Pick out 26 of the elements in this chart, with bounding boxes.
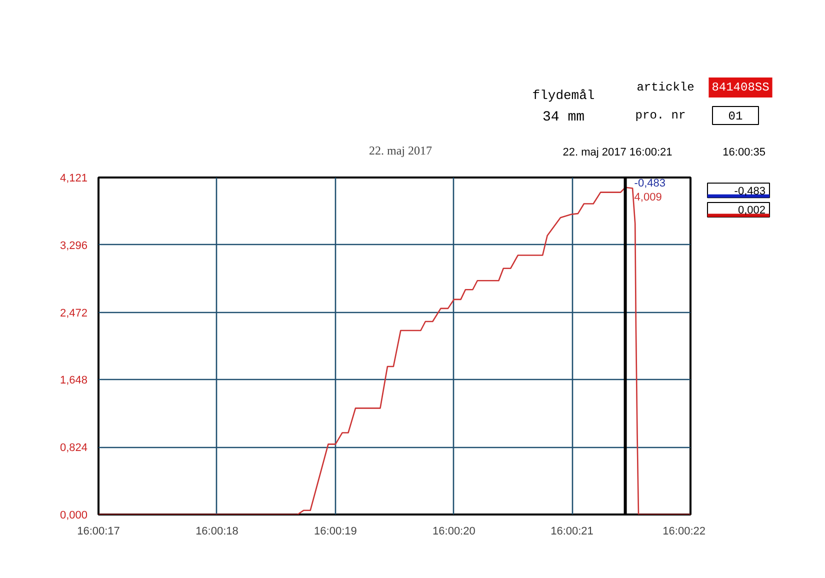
text: -0,483	[734, 185, 766, 198]
text: 34 mm	[542, 110, 585, 126]
y-tick-label: 0,824	[60, 442, 88, 454]
ref-line-label: 22. maj 2017 16:00:21	[562, 146, 672, 158]
text: artickle	[636, 80, 694, 94]
y-tick-label: 1,648	[60, 374, 88, 387]
annotation: 4,009	[634, 192, 662, 204]
text: 841408SS	[712, 80, 770, 94]
chart-title: 22. maj 2017	[369, 144, 432, 158]
text: 16:00:35	[722, 146, 766, 158]
text: 0,002	[738, 204, 766, 217]
text: 01	[728, 110, 743, 124]
annotation: -0,483	[634, 178, 666, 190]
y-tick-label: 3,296	[60, 240, 88, 252]
x-tick-label: 16:00:22	[662, 526, 706, 538]
x-tick-label: 16:00:20	[432, 526, 476, 538]
text: flydemål	[532, 88, 595, 103]
text: pro. nr	[635, 108, 686, 122]
x-tick-label: 16:00:17	[77, 526, 120, 538]
x-tick-label: 16:00:19	[314, 526, 357, 538]
x-tick-label: 16:00:18	[196, 526, 238, 538]
y-tick-label: 2,472	[60, 307, 88, 320]
line-series	[98, 186, 690, 514]
y-tick-label: 0,000	[60, 510, 88, 522]
y-tick-label: 4,121	[60, 172, 88, 184]
x-tick-label: 16:00:21	[550, 526, 594, 538]
